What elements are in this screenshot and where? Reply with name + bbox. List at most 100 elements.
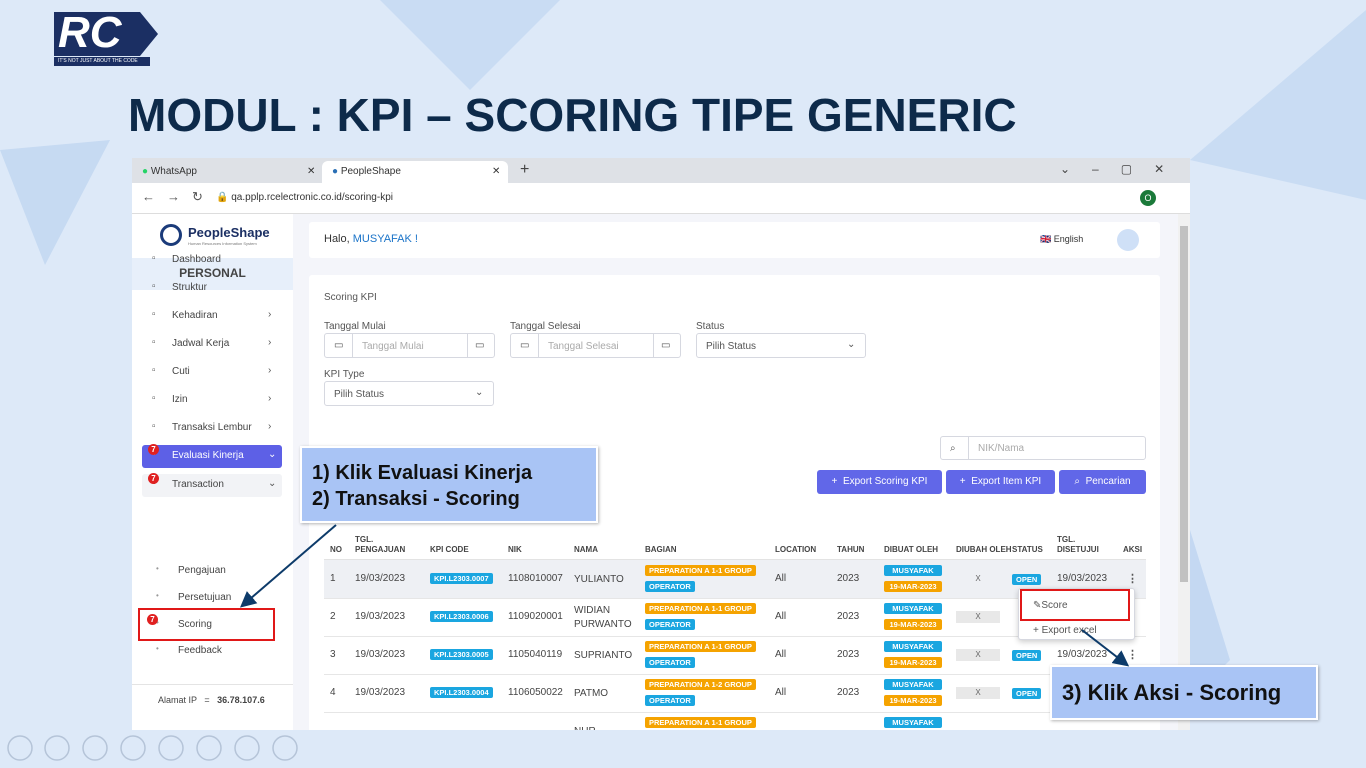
menu-item[interactable]: Kehadiran ▫ ›	[142, 305, 282, 328]
column-header: BAGIAN	[645, 545, 677, 554]
tab[interactable]: ● WhatsApp ✕	[142, 166, 316, 177]
action-button[interactable]: ⋮	[1127, 573, 1138, 585]
column-header: TGL. PENGAJUAN	[355, 535, 406, 554]
creator-tag: MUSYAFAK	[884, 679, 942, 690]
select[interactable]: Pilih Status ⌄	[696, 333, 866, 358]
column-header: AKSI	[1123, 545, 1143, 554]
new-tab[interactable]: +	[520, 161, 530, 178]
menu-item[interactable]: Jadwal Kerja ▫ ›	[142, 333, 282, 356]
menu-item[interactable]: Transaction▫⌄7	[142, 473, 282, 497]
menu-item[interactable]: Struktur ▫	[142, 277, 282, 300]
date-input[interactable]: Tanggal Selesai ▭ ▭	[510, 333, 681, 358]
button[interactable]: + Export Scoring KPI	[817, 470, 942, 494]
menu-label: Transaction	[172, 479, 224, 490]
jabatan-tag: OPERATOR	[645, 581, 695, 592]
brand: PeopleShape	[188, 225, 270, 240]
placeholder: Tanggal Mulai	[362, 341, 424, 352]
submenu-dot: •	[156, 564, 159, 573]
kpi-code: KPI.L2303.0006	[430, 611, 493, 622]
kpi-code: KPI.L2303.0007	[430, 573, 493, 584]
status-tag: OPEN	[1012, 688, 1042, 699]
menu-icon: ▫	[152, 421, 156, 432]
modifier: X	[956, 611, 1000, 623]
cell: 2023	[837, 649, 860, 660]
tab-title: WhatsApp	[150, 166, 197, 177]
menu-label: Izin	[172, 394, 188, 405]
avatar[interactable]	[1117, 229, 1139, 251]
ip-label: Alamat IP	[158, 695, 197, 705]
bagian-tag: PREPARATION A 1-1 GROUP	[645, 565, 756, 576]
highlight	[138, 608, 275, 641]
menu-item[interactable]: Evaluasi Kinerja▫⌄7	[142, 444, 282, 468]
button-label: Export Scoring KPI	[842, 476, 928, 487]
button[interactable]: + Export Item KPI	[946, 470, 1055, 494]
search-input[interactable]: ⌕ NIK/Nama	[940, 436, 1146, 460]
creator-tag: MUSYAFAK	[884, 641, 942, 652]
highlight	[1020, 589, 1130, 621]
badge: 7	[148, 444, 159, 455]
submenu-item[interactable]: Scoring	[178, 619, 212, 630]
chevron: ›	[268, 365, 272, 376]
menu-item[interactable]: Cuti ▫ ›	[142, 361, 282, 384]
menu-icon: ▫	[152, 281, 156, 292]
column-header: TAHUN	[837, 545, 865, 554]
cell: 1	[330, 573, 336, 584]
menu-label: Cuti	[172, 366, 190, 377]
chevron: ›	[268, 393, 272, 404]
logo: RC IT'S NOT JUST ABOUT THE CODE	[54, 8, 158, 66]
greeting: Halo,	[324, 233, 350, 245]
submenu-dot: •	[156, 591, 159, 600]
column-header: TGL. DISETUJUI	[1057, 535, 1099, 554]
menu-label: Transaksi Lembur	[172, 422, 252, 433]
action-button[interactable]: ⋮	[1127, 649, 1138, 661]
user-name: MUSYAFAK !	[352, 233, 418, 245]
menu-item[interactable]: Izin ▫ ›	[142, 389, 282, 412]
cell: PATMO	[574, 688, 609, 699]
window-controls[interactable]: ⌄–▢✕	[1060, 162, 1187, 176]
callout: 1) Klik Evaluasi Kinerja 2) Transaksi - …	[300, 446, 598, 523]
submenu-item[interactable]: Pengajuan	[178, 565, 226, 576]
profile[interactable]: O	[1140, 190, 1156, 206]
language-text: English	[1053, 234, 1084, 244]
submenu-dot: •	[156, 644, 159, 653]
tab-bar: ● WhatsApp ✕ ● PeopleShape ✕ + ⌄–▢✕	[132, 158, 1190, 183]
column-header: NAMA	[574, 545, 598, 554]
created-date-tag: 19-MAR-2023	[884, 619, 942, 630]
field-label: Tanggal Selesai	[510, 321, 581, 332]
status-tag: OPEN	[1012, 650, 1042, 661]
menu-icon: ▫	[152, 337, 156, 348]
tab-active[interactable]: ● PeopleShape ✕	[322, 161, 508, 183]
select[interactable]: Pilih Status ⌄	[324, 381, 494, 406]
cell: 19/03/2023	[355, 687, 406, 698]
brand-sub: Human Resources Information System	[188, 241, 257, 246]
cell: 2023	[837, 611, 860, 622]
menu-item[interactable]: + Export excel	[1033, 625, 1097, 636]
submenu-item[interactable]: Persetujuan	[178, 592, 232, 603]
nav-buttons[interactable]: ←→↻	[142, 189, 215, 204]
bagian-tag: PREPARATION A 1-1 GROUP	[645, 717, 756, 728]
cell: SUPRIANTO	[574, 650, 633, 661]
menu-item[interactable]: Dashboard ▫	[142, 249, 282, 272]
row-rule	[324, 636, 1146, 637]
menu-item[interactable]: ✎Score	[1033, 600, 1068, 611]
cell: All	[775, 611, 787, 622]
field-label: Tanggal Mulai	[324, 321, 386, 332]
url[interactable]: 🔒 qa.pplp.rcelectronic.co.id/scoring-kpi	[216, 192, 393, 203]
placeholder: NIK/Nama	[978, 443, 1025, 454]
button[interactable]: ⌕ Pencarian	[1059, 470, 1146, 494]
ip-sep: =	[204, 695, 210, 705]
cell: YULIANTO	[574, 574, 624, 585]
submenu-dot: •	[156, 618, 159, 627]
menu-label: Jadwal Kerja	[172, 338, 230, 349]
creator-tag: MUSYAFAK	[884, 717, 942, 728]
kpi-code: KPI.L2303.0004	[430, 687, 493, 698]
submenu-item[interactable]: Feedback	[178, 645, 222, 656]
language[interactable]: 🇬🇧 English	[1040, 234, 1084, 244]
callout: 3) Klik Aksi - Scoring	[1050, 665, 1318, 720]
address-bar: ←→↻ 🔒 qa.pplp.rcelectronic.co.id/scoring…	[132, 183, 1190, 214]
cell: WIDIAN PURWANTO	[574, 605, 632, 630]
slide-title: MODUL : KPI – SCORING TIPE GENERIC	[128, 89, 1017, 141]
cell: 1108010007	[508, 573, 563, 584]
date-input[interactable]: Tanggal Mulai ▭ ▭	[324, 333, 495, 358]
menu-item[interactable]: Transaksi Lembur ▫ ›	[142, 417, 282, 440]
